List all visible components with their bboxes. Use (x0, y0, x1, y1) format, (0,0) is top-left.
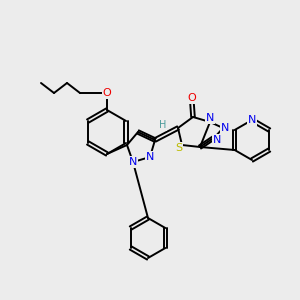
Text: S: S (176, 143, 183, 153)
Text: O: O (188, 93, 196, 103)
Text: N: N (213, 135, 221, 145)
Text: N: N (129, 157, 137, 167)
Text: N: N (221, 123, 229, 133)
Text: N: N (206, 113, 214, 123)
Text: H: H (159, 120, 167, 130)
Text: N: N (248, 115, 256, 125)
Text: N: N (146, 152, 154, 162)
Text: O: O (103, 88, 111, 98)
